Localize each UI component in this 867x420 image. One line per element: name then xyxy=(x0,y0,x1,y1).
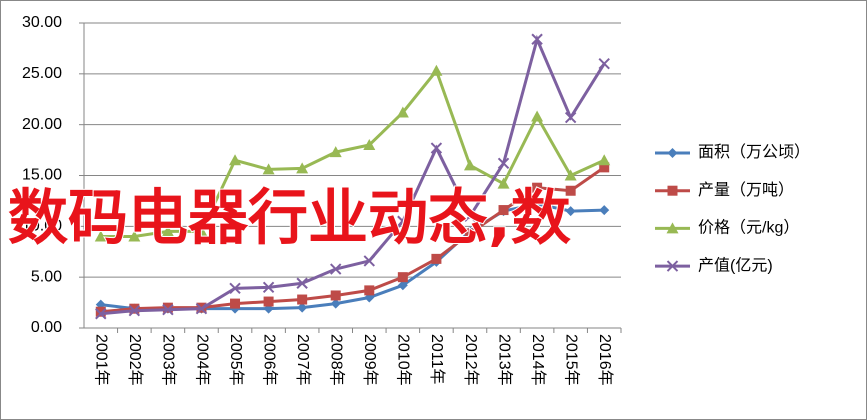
y-tick-label: 15.00 xyxy=(22,167,62,184)
point xyxy=(497,157,510,170)
x-tick-label: 2015年 xyxy=(562,334,580,386)
point xyxy=(532,182,543,193)
legend-marker xyxy=(667,185,678,196)
point xyxy=(531,110,544,122)
x-tick-label: 2001年 xyxy=(93,334,111,386)
point xyxy=(262,281,275,294)
series-line xyxy=(100,34,606,316)
point xyxy=(263,296,274,307)
series-line xyxy=(100,67,605,238)
point xyxy=(598,154,611,166)
point xyxy=(598,57,610,70)
x-tick-label: 2016年 xyxy=(596,334,614,386)
legend-label: 产值(亿元) xyxy=(698,256,773,274)
x-tick-label: 2012年 xyxy=(462,334,480,386)
y-tick-label: 5.00 xyxy=(31,268,62,285)
series-line xyxy=(100,166,606,314)
x-tick-label: 2005年 xyxy=(227,334,245,386)
point xyxy=(296,277,308,289)
point xyxy=(128,230,141,242)
point xyxy=(396,106,409,118)
point xyxy=(229,154,242,166)
point xyxy=(599,162,610,173)
y-tick-label: 25.00 xyxy=(22,65,62,82)
x-tick-label: 2013年 xyxy=(495,334,513,386)
point xyxy=(329,146,342,158)
y-tick-label: 10.00 xyxy=(22,218,62,235)
y-tick-label: 0.00 xyxy=(31,319,62,336)
x-tick-label: 2007年 xyxy=(294,334,312,386)
point xyxy=(564,169,577,181)
x-tick-label: 2002年 xyxy=(126,334,144,386)
point xyxy=(262,163,275,175)
point xyxy=(129,303,140,314)
point xyxy=(431,253,442,264)
point xyxy=(330,263,342,275)
point xyxy=(195,302,208,315)
point xyxy=(397,272,408,283)
point xyxy=(364,285,375,296)
point xyxy=(363,255,375,267)
point xyxy=(162,303,174,316)
legend-label: 产量（万吨） xyxy=(698,181,794,199)
point xyxy=(94,230,107,242)
x-tick-label: 2004年 xyxy=(193,334,211,386)
point xyxy=(296,162,309,174)
point xyxy=(128,305,141,317)
point xyxy=(229,282,241,295)
point xyxy=(532,198,543,209)
point xyxy=(397,280,408,291)
y-tick-label: 30.00 xyxy=(22,14,62,31)
point xyxy=(330,290,341,301)
legend-label: 价格（元/kg） xyxy=(698,219,799,237)
point xyxy=(195,225,208,237)
point xyxy=(95,308,107,320)
point xyxy=(161,225,174,237)
point xyxy=(363,139,376,150)
point xyxy=(297,294,308,305)
point xyxy=(95,306,106,317)
x-tick-label: 2011年 xyxy=(428,334,446,384)
x-tick-label: 2003年 xyxy=(160,334,178,386)
point xyxy=(430,64,443,76)
point xyxy=(397,215,409,227)
legend-marker xyxy=(667,148,678,158)
point xyxy=(565,185,576,196)
x-tick-label: 2006年 xyxy=(260,334,278,386)
legend-marker xyxy=(666,222,679,234)
legend-label: 面积（万公顷） xyxy=(698,143,810,161)
point xyxy=(464,210,476,222)
x-tick-label: 2010年 xyxy=(395,334,413,386)
point xyxy=(330,298,341,309)
point xyxy=(430,142,443,154)
legend-marker xyxy=(666,260,679,272)
point xyxy=(531,33,543,45)
point xyxy=(564,111,577,124)
point xyxy=(463,159,476,171)
point xyxy=(230,298,241,309)
x-tick-label: 2014年 xyxy=(529,334,547,386)
x-tick-label: 2009年 xyxy=(361,334,379,386)
point xyxy=(498,205,509,216)
point xyxy=(297,302,308,313)
point xyxy=(497,177,510,189)
point xyxy=(565,206,576,217)
x-tick-label: 2008年 xyxy=(327,334,345,386)
point xyxy=(464,228,475,239)
y-tick-label: 20.00 xyxy=(22,116,62,133)
point xyxy=(599,205,610,216)
overlay-text: 数码电器行业动态,数 xyxy=(8,184,571,254)
point xyxy=(162,302,173,313)
